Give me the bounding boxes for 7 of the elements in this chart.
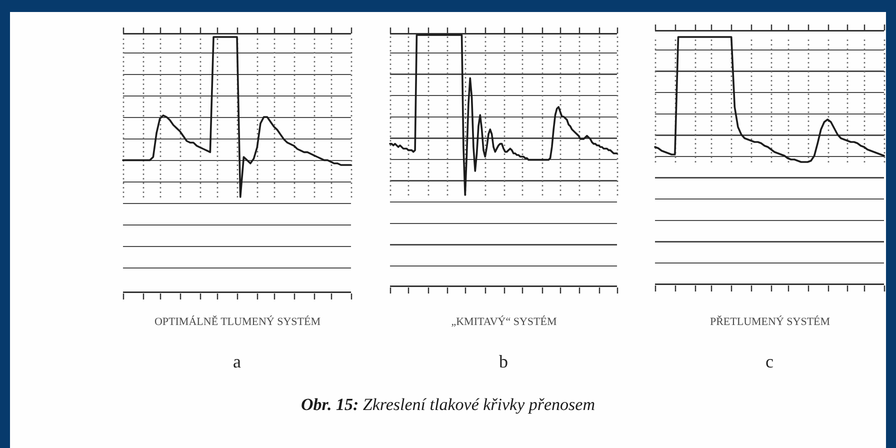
x-axis-title: OPTIMÁLNĚ TLUMENÝ SYSTÉM: [154, 315, 321, 328]
text: a: [233, 352, 241, 372]
text: b: [499, 352, 508, 372]
x-axis-title: „KMITAVÝ“ SYSTÉM: [451, 315, 557, 328]
text: Obr. 15: Zkreslení tlakové křivky přenosem: [300, 395, 596, 415]
x-axis-title: PŘETLUMENÝ SYSTÉM: [710, 315, 830, 328]
text: c: [766, 352, 774, 372]
